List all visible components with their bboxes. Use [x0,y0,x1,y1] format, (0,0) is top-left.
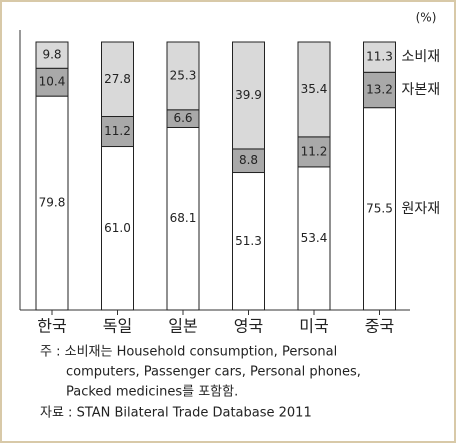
unit-label: (%) [416,11,437,25]
bar-segment [101,41,134,118]
x-tick-label: 한국 [37,317,66,336]
x-tick-label: 영국 [234,317,263,336]
bar-segment [297,41,331,138]
value-label: 39.9 [235,88,262,102]
x-tick-label: 독일 [103,317,132,336]
value-label: 27.8 [104,72,131,86]
x-tick-label: 일본 [168,317,197,336]
bar-segment [166,126,200,311]
bar-segment [363,107,396,311]
bar-segment [363,71,396,109]
value-label: 11.2 [104,124,131,138]
legend-label: 소비재 [402,49,441,65]
x-tick-label: 중국 [365,317,394,336]
value-label: 10.4 [39,75,66,89]
note: Packed medicines를 포함함. [66,385,238,400]
value-label: 51.3 [235,234,262,248]
bar-segment [232,172,265,311]
bar-segment [35,67,69,97]
bar-segment [232,41,265,150]
value-label: 35.4 [301,82,328,96]
bar-segment [35,41,69,69]
value-label: 6.6 [173,111,192,125]
legend-label: 원자재 [402,201,441,217]
bar-segment [297,166,331,311]
value-label: 8.8 [239,153,258,167]
value-label: 68.1 [170,211,197,225]
value-label: 11.3 [366,50,393,64]
x-tick-label: 미국 [299,317,328,336]
note: 주 : 소비재는 Household consumption, Personal [40,345,337,360]
value-label: 25.3 [170,68,197,82]
bar-segment [297,136,331,168]
value-label: 79.8 [39,196,66,210]
bar-segment [101,116,134,148]
value-label: 11.2 [301,144,328,158]
legend-label: 자본재 [402,82,441,98]
value-label: 9.8 [42,48,61,62]
value-label: 75.5 [366,201,393,215]
value-label: 13.2 [366,82,393,96]
bar-segment [166,41,200,111]
source: 자료 : STAN Bilateral Trade Database 2011 [40,406,312,421]
bar-segment [363,41,396,73]
value-label: 61.0 [104,221,131,235]
value-label: 53.4 [301,231,328,245]
note: computers, Passenger cars, Personal phon… [66,365,361,380]
